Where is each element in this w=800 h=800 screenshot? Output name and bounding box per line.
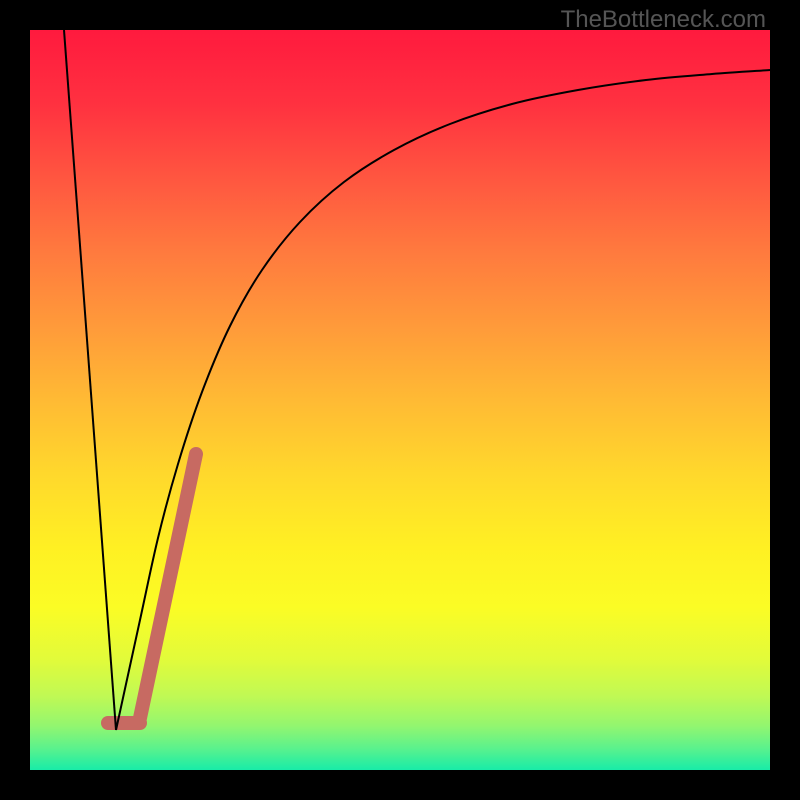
main-curve-left (64, 30, 116, 730)
marker-band-diag (140, 454, 196, 718)
curve-layer (30, 30, 770, 770)
watermark-text: TheBottleneck.com (561, 6, 766, 34)
plot-area (30, 30, 770, 770)
main-curve-right (116, 70, 770, 730)
